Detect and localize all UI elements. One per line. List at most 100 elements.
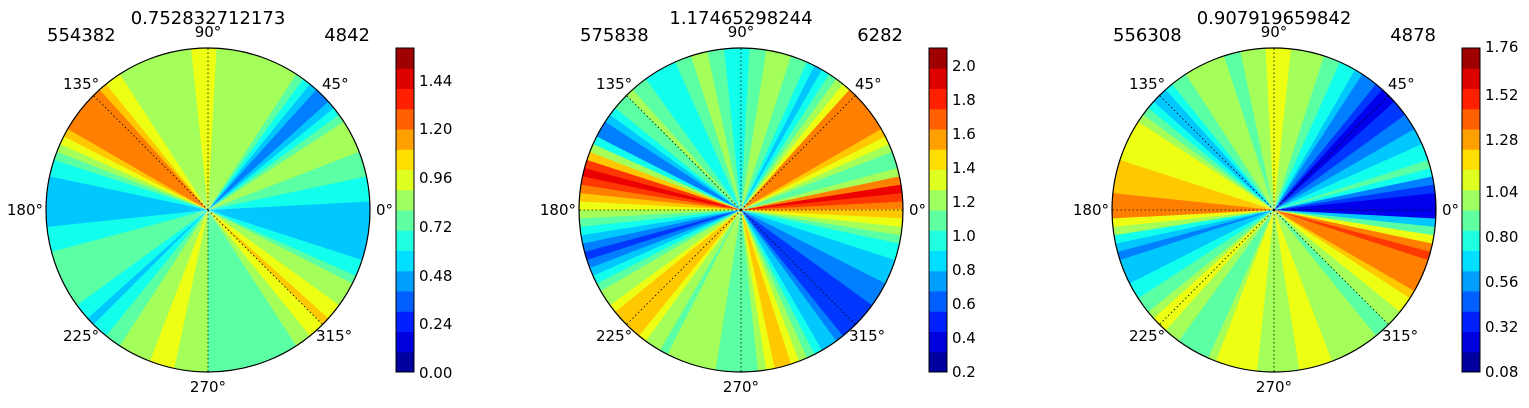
panel-2-wedge <box>741 103 877 210</box>
panel-2-angle-tick-45: 45° <box>855 75 882 93</box>
panel-1-wedge <box>206 48 217 210</box>
panel-3-angle-tick-135: 135° <box>1129 75 1165 93</box>
panel-1-wedge <box>208 48 260 210</box>
panel-1-wedge <box>208 90 333 210</box>
panel-2-gridline-315 <box>740 209 856 325</box>
panel-2-wedge <box>741 140 898 210</box>
panel-1-wedge <box>67 210 208 310</box>
panel-1-wedge <box>122 60 208 211</box>
panel-1-colorbar-band <box>396 311 414 332</box>
panel-3-wedge <box>1274 48 1326 210</box>
panel-1-wedge <box>208 96 339 210</box>
panel-1-colorbar-band <box>396 270 414 292</box>
panel-1-wedge <box>82 91 208 210</box>
panel-3-colorbar-band <box>1462 250 1480 272</box>
panel-2-wedge <box>590 126 741 210</box>
panel-3-wedge <box>1274 210 1352 364</box>
panel-3-wedge <box>1274 52 1343 210</box>
panel-2-wedge <box>604 104 741 210</box>
panel-2-gridlines <box>579 48 903 372</box>
panel-2-colorbar-band <box>929 169 947 191</box>
panel-3-wedge <box>1112 166 1274 210</box>
panel-3-wedge <box>1230 210 1274 372</box>
panel-3-colorbar-band <box>1462 230 1480 251</box>
panel-2-wedge <box>741 132 895 210</box>
panel-2-cbar-tick-8: 1.8 <box>952 91 976 109</box>
panel-1-wedge <box>147 210 208 371</box>
panel-3-wedge <box>1174 69 1274 210</box>
panel-1-colorbar-band <box>396 291 414 312</box>
panel-1-wedge <box>208 117 354 210</box>
panel-1-wedge <box>208 210 328 335</box>
panel-2-cbar-tick-0: 0.2 <box>952 363 976 381</box>
panel-3-wedge <box>1138 210 1274 317</box>
panel-3-colorbar-band <box>1462 270 1480 292</box>
panel-2-angle-tick-0: 0° <box>909 201 926 219</box>
panel-2-wedge <box>741 208 903 219</box>
panel-3-wedge <box>1120 210 1274 288</box>
panel-1-wedge <box>77 210 208 324</box>
panel-1-wedge <box>156 210 208 372</box>
panel-1-angle-tick-270: 270° <box>190 378 226 396</box>
panel-2-wedge <box>641 69 741 210</box>
panel-3-wedge <box>1256 210 1274 372</box>
panel-2-wedge <box>664 210 741 364</box>
panel-1-wedge <box>62 210 209 303</box>
panel-3-wedge <box>1274 148 1434 210</box>
panel-3-colorbar-band <box>1462 210 1480 231</box>
panel-1-colorbar-frame <box>395 47 415 373</box>
panel-3-wedge <box>1112 158 1274 210</box>
polar-panel-1: 0.752832712173 554382 4842 0° 45° 90° 13… <box>7 8 453 396</box>
panel-3-wedge <box>1274 117 1420 210</box>
panel-1-colorbar-band <box>396 129 414 150</box>
panel-1-wedge <box>208 210 370 228</box>
panel-2-cbar-tick-5: 1.2 <box>952 193 976 211</box>
panel-1-colorbar-band <box>396 230 414 251</box>
panel-1-wedge <box>108 69 208 210</box>
panel-1-wedge <box>88 85 208 210</box>
panel-1-wedge <box>208 208 370 219</box>
panel-2-colorbar-band <box>929 331 947 353</box>
panel-2-wedge <box>741 49 802 210</box>
panel-3-wedge <box>1274 210 1436 245</box>
panel-3-wedge <box>1274 210 1428 287</box>
panel-3-wedge <box>1274 210 1360 360</box>
panel-1-wedge <box>46 175 208 210</box>
panel-3-wedge <box>1112 192 1274 210</box>
panel-2-wedge <box>741 210 873 323</box>
panel-1-wedge <box>208 210 345 316</box>
panel-1-wedge <box>61 118 208 210</box>
panel-2-wedge <box>579 201 741 212</box>
panel-3-wedge <box>1213 210 1274 371</box>
panel-1-wedge <box>164 210 208 372</box>
panel-1-wedge <box>208 59 292 210</box>
panel-3-colorbar-band <box>1462 149 1480 170</box>
panel-2-wedge <box>610 210 741 324</box>
panel-1-colorbar-band <box>396 169 414 191</box>
panel-2-wedge <box>579 158 741 210</box>
panel-2-wedge <box>672 210 741 368</box>
panel-3-angle-tick-45: 45° <box>1388 75 1415 93</box>
panel-2-wedge <box>627 79 741 210</box>
panel-1-wedge <box>208 210 370 245</box>
panel-1-colorbar-band <box>396 108 414 130</box>
panel-1-wedge <box>208 210 301 356</box>
panel-3-cbar-tick-5: 1.28 <box>1485 131 1518 149</box>
panel-2-cbar-tick-4: 1.0 <box>952 227 976 245</box>
panel-3-wedge <box>1112 175 1274 210</box>
panel-3-wedge <box>1120 133 1274 210</box>
panel-2-wedge <box>648 64 741 210</box>
panel-3-cbar-tick-0: 0.08 <box>1485 363 1518 381</box>
panel-3-wedge <box>1274 103 1410 210</box>
panel-1-wedge <box>116 210 208 357</box>
panel-3-wedge <box>1274 210 1421 302</box>
panel-2-wedge <box>616 210 741 330</box>
panel-3-cbar-tick-7: 1.76 <box>1485 38 1518 56</box>
panel-1-wedge <box>102 210 208 347</box>
panel-1-wedge <box>208 210 308 351</box>
panel-3-wedge <box>1112 183 1274 210</box>
panel-2-wedge <box>621 85 741 210</box>
panel-1-gridline-135 <box>93 95 209 211</box>
panel-1-wedge <box>208 49 269 210</box>
panel-2-wedge <box>741 48 768 210</box>
